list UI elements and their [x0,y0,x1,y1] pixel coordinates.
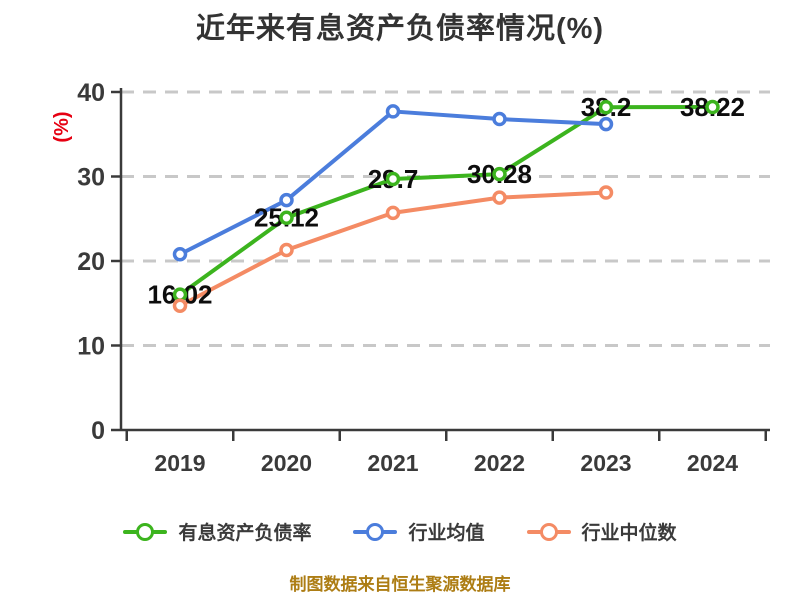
legend-item-industry-median: 行业中位数 [526,518,677,545]
legend-marker-blue [353,522,398,542]
legend-dot-icon [136,522,155,541]
data-point-marker-1 [279,192,294,208]
data-point-marker-1 [172,246,188,262]
data-point-marker-2 [598,185,614,200]
legend: 有息资产负债率 行业均值 行业中位数 [0,518,800,545]
y-tick-label: 20 [77,248,105,276]
y-tick-label: 30 [77,164,105,192]
y-tick-label: 10 [77,333,105,361]
legend-item-interest-bearing-debt-ratio: 有息资产负债率 [123,518,311,545]
source-caption: 制图数据来自恒生聚源数据库 [289,575,511,594]
data-point-marker-0 [598,99,614,115]
chart-title: 近年来有息资产负债率情况(%) [195,13,605,45]
data-point-marker-0 [705,99,720,115]
data-point-marker-0 [385,171,401,187]
data-point-marker-2 [172,298,188,314]
legend-item-industry-average: 行业均值 [353,518,485,545]
x-tick-label: 2019 [154,450,205,476]
legend-label: 行业均值 [408,523,485,544]
x-tick-label: 2022 [474,450,525,476]
data-point-marker-1 [598,116,614,132]
data-point-marker-0 [172,287,188,302]
line-chart-canvas: 010203040201920202021202220232024(%)16.0… [51,79,770,476]
series-line-0 [178,105,715,297]
x-tick-label: 2021 [367,450,418,476]
data-point-marker-2 [385,205,401,221]
y-axis-unit-label: (%) [51,111,73,142]
legend-label: 有息资产负债率 [178,523,312,544]
data-point-marker-2 [492,190,507,205]
legend-marker-orange [526,522,571,542]
legend-dot-icon [366,522,385,541]
legend-label: 行业中位数 [581,523,677,544]
data-point-marker-0 [279,210,294,225]
x-tick-label: 2023 [580,450,631,476]
data-point-marker-1 [492,111,507,127]
y-tick-label: 0 [91,417,105,445]
data-point-marker-1 [385,104,401,119]
data-point-marker-0 [492,166,507,182]
data-point-marker-2 [279,242,294,258]
legend-dot-icon [539,522,558,541]
x-tick-label: 2020 [261,450,312,476]
y-tick-label: 40 [77,79,105,107]
x-tick-label: 2024 [687,450,738,476]
legend-marker-green [123,522,168,542]
